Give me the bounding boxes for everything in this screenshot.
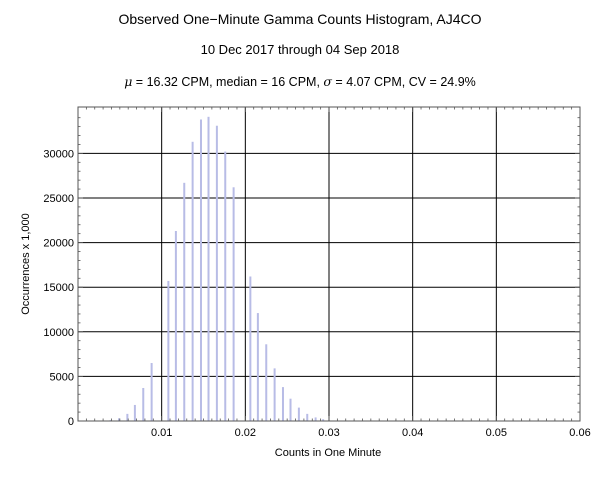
histogram-bar	[265, 344, 268, 421]
x-tick-label: 0.03	[318, 427, 339, 439]
histogram-bar	[199, 119, 202, 421]
histogram-bar	[191, 141, 194, 421]
histogram-bar	[256, 313, 259, 421]
x-tick-label: 0.06	[569, 427, 590, 439]
y-tick-label: 25000	[43, 193, 74, 205]
histogram-bar	[174, 230, 177, 421]
histogram-bars	[109, 116, 325, 421]
histogram-bar	[314, 417, 317, 421]
y-tick-label: 20000	[43, 238, 74, 250]
x-tick-label: 0.01	[151, 427, 172, 439]
chart-title: Observed One−Minute Gamma Counts Histogr…	[118, 11, 482, 27]
y-axis-label: Occurrences x 1,000	[20, 213, 32, 315]
x-axis-label: Counts in One Minute	[275, 447, 381, 459]
y-tick-label: 15000	[43, 282, 74, 294]
x-tick-label: 0.05	[486, 427, 507, 439]
histogram-bar	[273, 368, 276, 421]
histogram-bar	[117, 418, 120, 421]
histogram-bar	[297, 407, 300, 421]
histogram-bar	[322, 419, 325, 421]
histogram-bar	[183, 182, 186, 421]
y-tick-label: 10000	[43, 327, 74, 339]
histogram-bar	[224, 151, 227, 421]
x-tick-label: 0.02	[235, 427, 256, 439]
sd-cv-text: = 4.07 CPM, CV = 24.9%	[331, 75, 476, 89]
chart-statistics: μ = 16.32 CPM, median = 16 CPM, σ = 4.07…	[0, 74, 600, 89]
histogram-bar	[215, 125, 218, 421]
x-tick-label: 0.04	[402, 427, 423, 439]
histogram-bar	[232, 187, 235, 421]
mean-symbol: μ	[124, 74, 133, 89]
histogram-bar	[281, 387, 284, 421]
histogram-bar	[249, 276, 252, 421]
histogram-bar	[167, 280, 170, 421]
y-tick-label: 5000	[50, 371, 74, 383]
histogram-bar	[289, 398, 292, 421]
histogram-bar	[126, 413, 129, 421]
y-tick-label: 30000	[43, 148, 74, 160]
chart-subtitle: 10 Dec 2017 through 04 Sep 2018	[200, 42, 400, 57]
histogram-bar	[150, 363, 153, 421]
mean-median-text: = 16.32 CPM, median = 16 CPM,	[132, 75, 324, 89]
y-tick-label: 0	[68, 416, 74, 428]
histogram-bar	[142, 387, 145, 421]
histogram-bar	[207, 116, 210, 421]
histogram-bar	[133, 404, 136, 421]
histogram-bar	[306, 413, 309, 421]
sigma-symbol: σ	[323, 74, 332, 89]
axis-ticks: 0.01 0.02 0.03 0.04 0.05 0.06 0 5000 10000 15000 2…	[43, 107, 591, 439]
